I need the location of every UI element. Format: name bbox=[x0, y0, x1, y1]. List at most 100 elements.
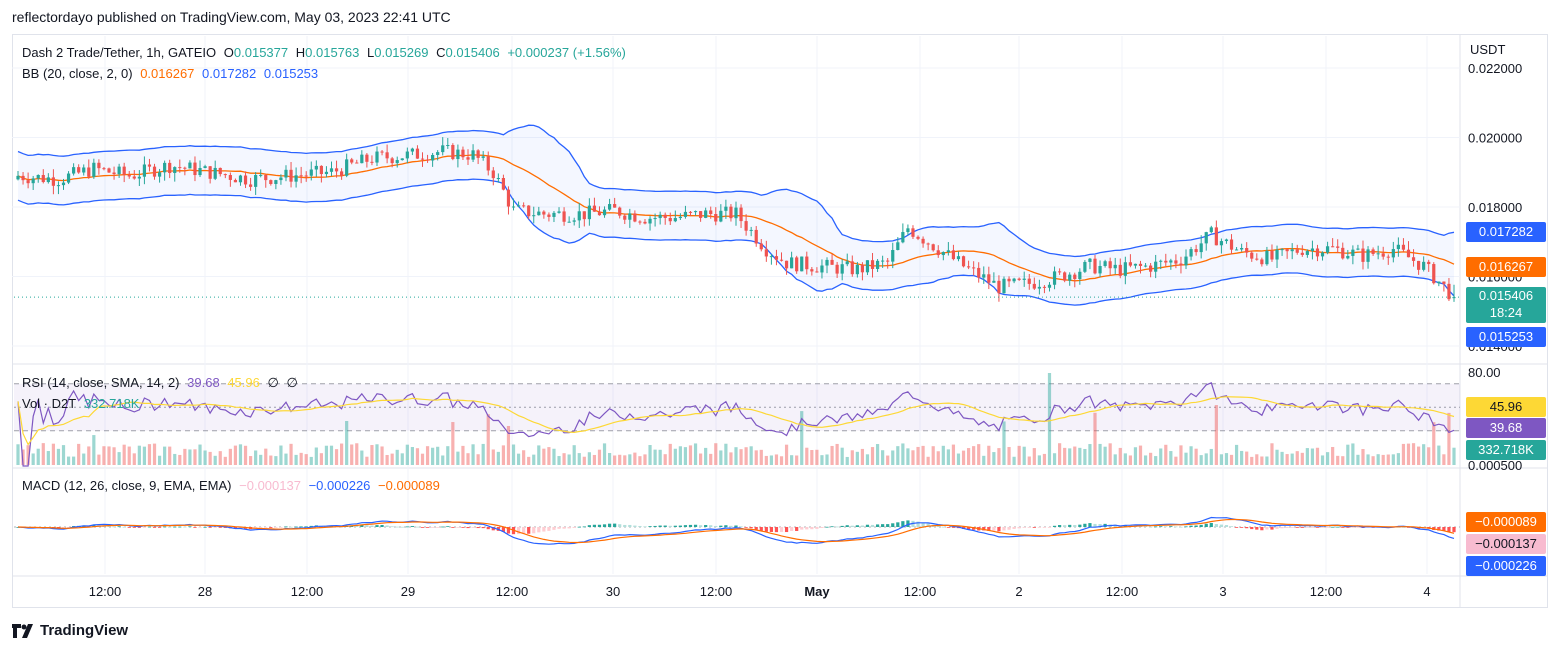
volume-bar bbox=[815, 449, 819, 465]
candle-body bbox=[1260, 259, 1264, 265]
macd-histogram-bar bbox=[289, 526, 293, 528]
macd-histogram-bar bbox=[709, 525, 713, 527]
macd-histogram-bar bbox=[117, 526, 121, 528]
candle-body bbox=[1265, 250, 1269, 265]
macd-label: MACD (12, 26, close, 9, EMA, EMA) bbox=[22, 478, 232, 493]
macd-histogram-bar bbox=[784, 527, 789, 533]
rsi-ma-line bbox=[17, 396, 1455, 446]
volume-bar bbox=[587, 452, 591, 465]
volume-bar bbox=[865, 454, 870, 465]
candle-body bbox=[431, 154, 435, 161]
candle-body bbox=[663, 214, 667, 218]
macd-histogram-bar bbox=[1204, 523, 1208, 527]
macd-histogram-bar bbox=[1058, 525, 1062, 527]
macd-histogram-bar bbox=[254, 527, 258, 529]
volume-bar bbox=[1083, 448, 1087, 465]
candle-body bbox=[309, 169, 313, 176]
time-tick-label: 12:00 bbox=[496, 584, 529, 599]
candle-body bbox=[16, 175, 20, 180]
volume-bar bbox=[36, 448, 40, 465]
macd-histogram-bar bbox=[56, 527, 61, 528]
macd-histogram-bar bbox=[542, 527, 546, 532]
volume-bar bbox=[142, 446, 147, 465]
candle-body bbox=[345, 159, 349, 176]
candle-body bbox=[552, 212, 556, 217]
candle-body bbox=[779, 259, 784, 261]
tradingview-logo[interactable]: TradingView bbox=[12, 622, 128, 639]
macd-histogram-bar bbox=[309, 525, 313, 527]
volume-bar bbox=[46, 451, 50, 465]
candle-body bbox=[941, 252, 945, 256]
volume-bar bbox=[800, 411, 804, 465]
macd-histogram-bar bbox=[1052, 525, 1057, 527]
volume-bar bbox=[825, 454, 829, 465]
candle-body bbox=[233, 179, 238, 183]
macd-histogram-bar bbox=[1356, 527, 1360, 528]
volume-bar bbox=[390, 453, 394, 465]
macd-histogram-bar bbox=[1366, 527, 1370, 528]
time-tick-label: 12:00 bbox=[1106, 584, 1139, 599]
candle-body bbox=[1325, 246, 1330, 253]
macd-histogram-bar bbox=[633, 525, 637, 527]
candle-body bbox=[764, 249, 768, 257]
candle-body bbox=[1184, 256, 1188, 266]
volume-bar bbox=[446, 446, 450, 465]
volume-bar bbox=[375, 444, 379, 465]
candle-body bbox=[749, 229, 753, 231]
candle-body bbox=[982, 274, 986, 278]
macd-histogram-bar bbox=[1164, 526, 1168, 528]
candle-body bbox=[901, 232, 905, 243]
candle-body bbox=[734, 207, 738, 219]
time-tick-label: 2 bbox=[1015, 584, 1022, 599]
macd-signal-tag: −0.000089 bbox=[1466, 512, 1546, 532]
volume-bar bbox=[972, 446, 976, 465]
macd-histogram-bar bbox=[1290, 527, 1294, 528]
candle-body bbox=[542, 211, 546, 215]
volume-bar bbox=[451, 422, 455, 465]
volume-bar bbox=[668, 443, 672, 465]
candle-body bbox=[977, 267, 981, 278]
macd-histogram-bar bbox=[764, 527, 768, 532]
volume-bar bbox=[441, 455, 445, 465]
volume-bar bbox=[1194, 448, 1198, 465]
volume-bar bbox=[1179, 445, 1183, 465]
candle-body bbox=[1224, 239, 1229, 242]
bb-basis-value: 0.016267 bbox=[140, 66, 195, 81]
candle-body bbox=[754, 229, 758, 244]
volume-bar bbox=[820, 455, 824, 465]
macd-histogram-bar bbox=[901, 521, 905, 527]
macd-histogram-bar bbox=[921, 522, 925, 527]
candle-body bbox=[795, 257, 799, 272]
candle-body bbox=[547, 214, 551, 217]
macd-histogram-bar bbox=[420, 527, 425, 528]
volume-bar bbox=[163, 446, 167, 465]
volume-bar bbox=[896, 446, 900, 465]
macd-histogram-bar bbox=[522, 527, 526, 534]
candle-body bbox=[1280, 249, 1284, 251]
macd-histogram-bar bbox=[987, 527, 991, 531]
macd-histogram-bar bbox=[66, 527, 71, 528]
macd-hist-value: −0.000137 bbox=[239, 478, 301, 493]
macd-histogram-bar bbox=[800, 527, 804, 530]
candle-body bbox=[1376, 253, 1380, 255]
candle-body bbox=[132, 176, 136, 179]
macd-histogram-bar bbox=[592, 524, 597, 527]
candle-body bbox=[825, 259, 829, 266]
volume-bar bbox=[921, 445, 925, 465]
macd-histogram-bar bbox=[193, 527, 197, 528]
volume-bar bbox=[1199, 455, 1203, 465]
candle-body bbox=[56, 185, 61, 187]
candle-body bbox=[699, 211, 703, 218]
volume-bar bbox=[425, 446, 430, 465]
bb-upper-line bbox=[17, 124, 1455, 258]
volume-bar bbox=[1118, 447, 1122, 465]
brand-name: TradingView bbox=[40, 622, 129, 639]
candle-body bbox=[1194, 249, 1198, 253]
rsi-label: RSI (14, close, SMA, 14, 2) bbox=[22, 375, 180, 390]
candle-body bbox=[628, 213, 632, 220]
candle-body bbox=[157, 172, 162, 177]
volume-bar bbox=[456, 451, 460, 465]
macd-histogram-bar bbox=[865, 524, 870, 527]
time-tick-label: 12:00 bbox=[291, 584, 324, 599]
